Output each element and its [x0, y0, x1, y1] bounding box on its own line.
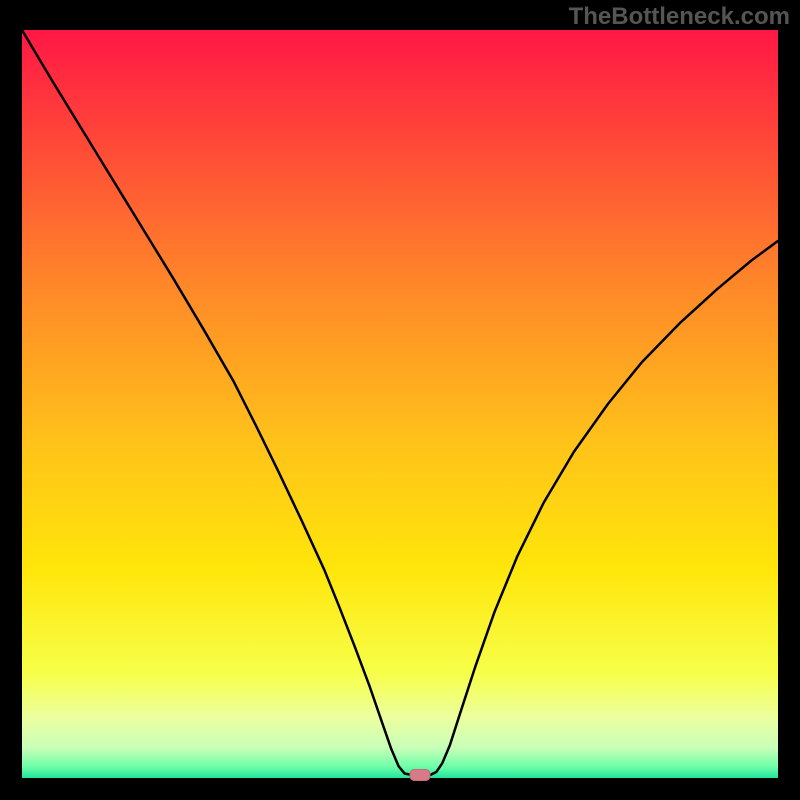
watermark-text: TheBottleneck.com [569, 3, 790, 31]
optimum-marker [410, 769, 431, 781]
plot-area [22, 30, 778, 778]
bottleneck-curve [22, 30, 778, 778]
chart-frame: TheBottleneck.com [0, 0, 800, 800]
